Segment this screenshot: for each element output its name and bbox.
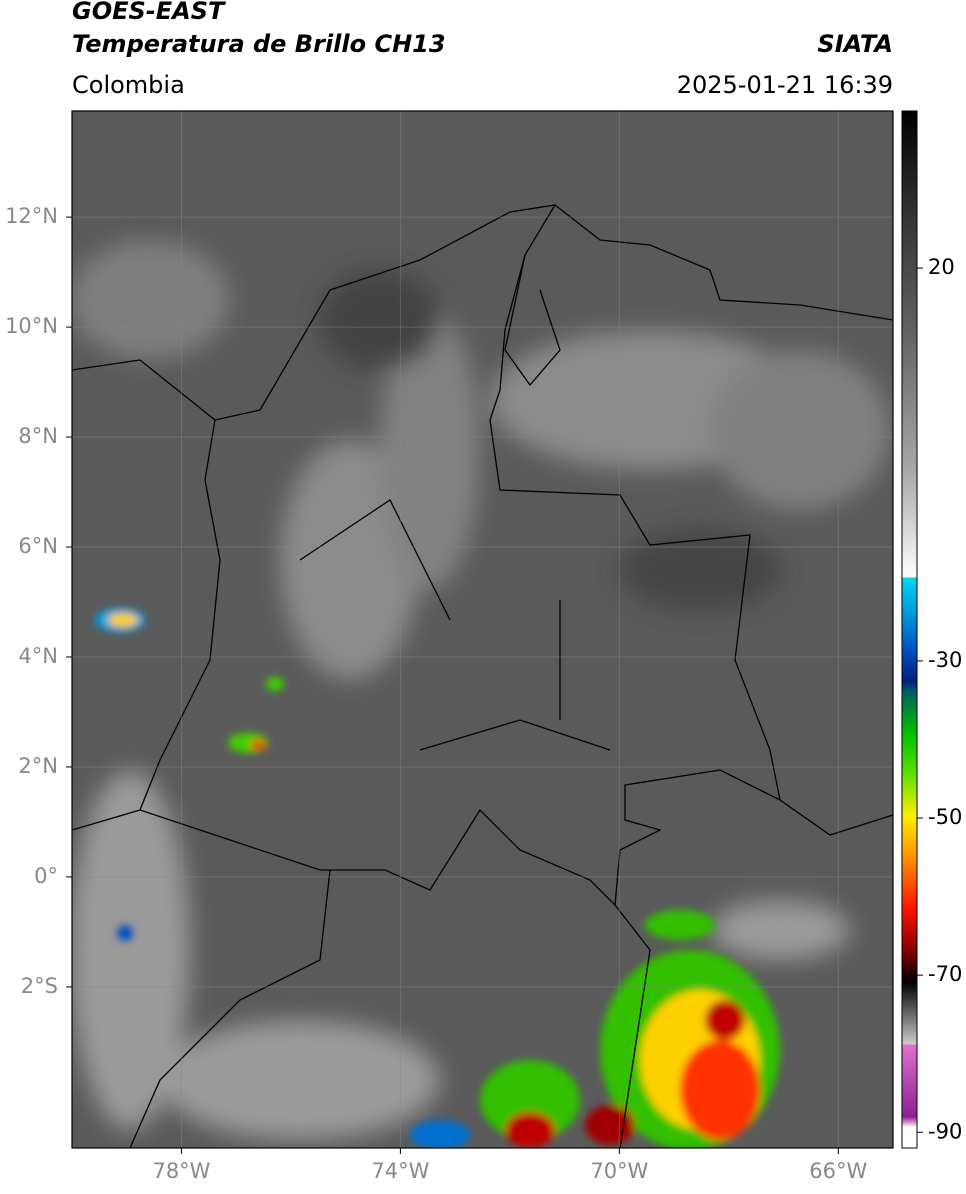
region: Colombia [72, 71, 185, 99]
y-tick-label: 0° [34, 864, 58, 888]
map-frame [71, 110, 894, 1149]
source: SIATA [817, 30, 893, 58]
x-tick-label: 66°W [809, 1159, 867, 1183]
y-tick-label: 4°N [18, 644, 58, 668]
title: GOES-EAST [72, 0, 226, 25]
colorbar [901, 110, 918, 1149]
colorbar-tick-label: -50 [928, 805, 962, 829]
y-tick-label: 10°N [5, 314, 58, 338]
grid [72, 111, 893, 1148]
y-tick-label: 8°N [18, 424, 58, 448]
y-tick-label: 12°N [5, 204, 58, 228]
y-tick-label: 6°N [18, 534, 58, 558]
timestamp: 2025-01-21 16:39 [677, 71, 893, 99]
y-tick-label: 2°N [18, 754, 58, 778]
x-tick-label: 70°W [590, 1159, 648, 1183]
colorbar-tick-label: -90 [928, 1119, 962, 1143]
colorbar-tick-label: 20 [928, 255, 955, 279]
x-tick-label: 78°W [152, 1159, 210, 1183]
satellite-image [72, 111, 893, 1148]
colorbar-tick-label: -30 [928, 648, 962, 672]
subtitle: Temperatura de Brillo CH13 [72, 30, 446, 58]
x-tick-label: 74°W [371, 1159, 429, 1183]
colorbar-tick-label: -70 [928, 962, 962, 986]
y-tick-label: 2°S [21, 974, 58, 998]
